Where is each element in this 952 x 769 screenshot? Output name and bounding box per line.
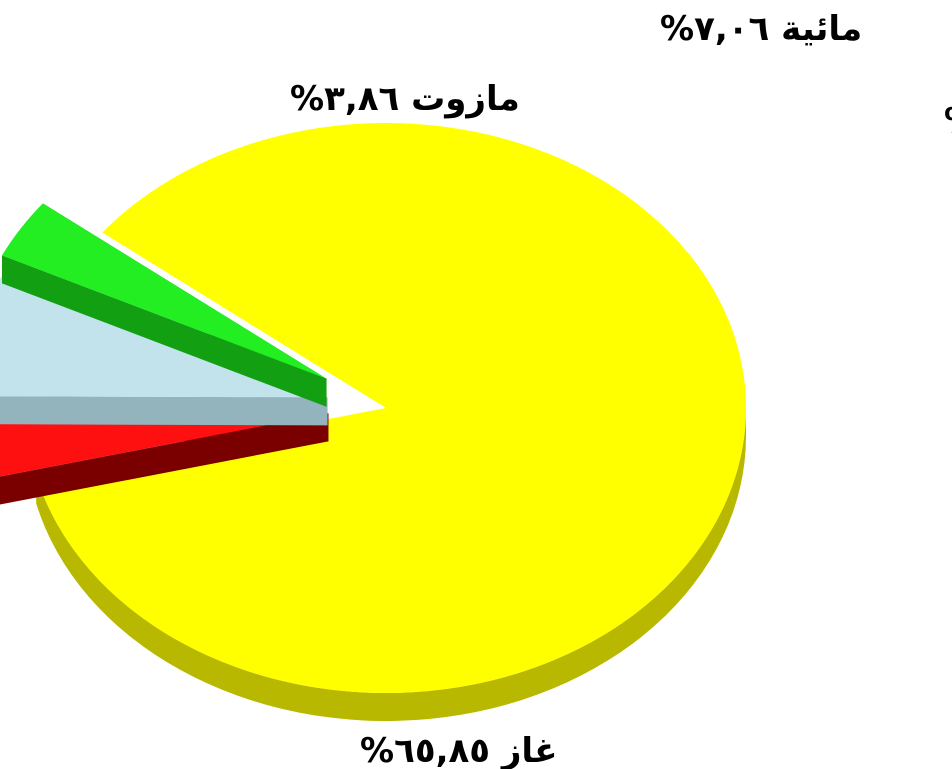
slice-top: [2, 203, 327, 379]
slice-top: [0, 412, 329, 477]
slice-label: غاز ٦٥,٨٥%: [360, 731, 557, 769]
slice-label: مازوت ٣,٨٦%: [290, 79, 520, 119]
slice-wall: [2, 255, 327, 407]
slice-label: متجددة ٣,٤٣%: [944, 101, 952, 141]
slice-top: [36, 123, 747, 694]
slice-wall: [0, 396, 328, 426]
pie-slice: [36, 123, 747, 722]
slice-label: مائية ٧,٠٦%: [660, 9, 862, 49]
slice-labels: غاز ٦٥,٨٥% مازوت ٣,٨٦% مائية ٧,٠٦% متجددة ٣…: [290, 9, 952, 769]
pie-slice: [2, 203, 327, 407]
slices: [0, 123, 747, 722]
